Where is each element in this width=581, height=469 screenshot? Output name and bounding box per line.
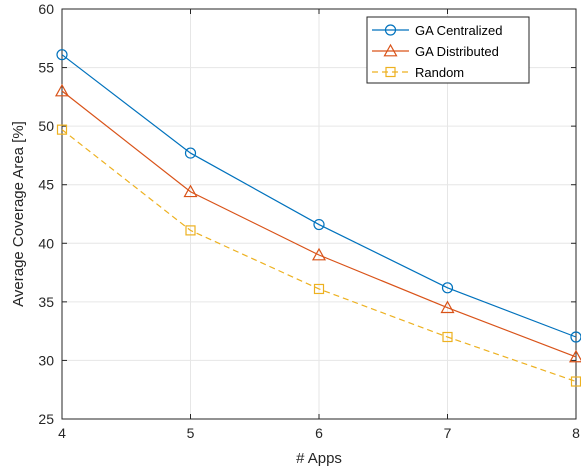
legend-marker [383,43,398,57]
y-tick-label: 50 [38,118,54,134]
data-point-marker [54,83,70,97]
x-tick-label: 8 [572,425,580,441]
x-tick-label: 7 [444,425,452,441]
data-point-marker [440,300,455,314]
data-point-marker [313,218,325,231]
legend-label: GA Distributed [415,44,499,59]
data-point-marker [56,49,68,61]
data-point-marker [313,283,325,295]
y-tick-label: 45 [38,177,54,193]
series-line [61,129,577,383]
series-line [61,54,577,338]
data-point-marker [185,225,196,236]
data-point-marker [311,247,327,261]
y-axis-label: Average Coverage Area [%] [10,121,27,307]
legend-item: Random [372,65,464,80]
legend-label: GA Centralized [415,23,502,38]
y-tick-label: 25 [38,411,54,427]
data-point-marker [184,147,197,159]
legend-label: Random [415,65,464,80]
x-tick-label: 5 [187,425,195,441]
x-axis-label: # Apps [296,450,342,467]
y-tick-label: 60 [38,1,54,17]
x-tick-label: 4 [58,425,66,441]
data-point-marker [442,331,453,343]
legend: GA Centralized GA Distributed Random [366,16,530,84]
series-line [61,90,577,358]
data-point-marker [568,349,581,363]
legend-item: GA Centralized [372,23,502,38]
data-point-marker [570,331,581,343]
data-point-marker [56,124,68,135]
data-point-marker [183,184,198,198]
series-ga-distributed [54,83,581,363]
legend-marker [384,24,397,36]
y-tick-label: 35 [38,294,54,310]
y-tick-label: 30 [38,352,54,368]
legend-item: GA Distributed [372,43,499,59]
series-group [54,49,581,387]
legend-marker [385,66,396,78]
series-random [56,124,581,387]
series-ga-centralized [56,49,581,343]
x-tick-label: 6 [315,425,323,441]
data-point-marker [441,282,454,294]
y-tick-label: 55 [38,60,54,76]
y-tick-label: 40 [38,235,54,251]
